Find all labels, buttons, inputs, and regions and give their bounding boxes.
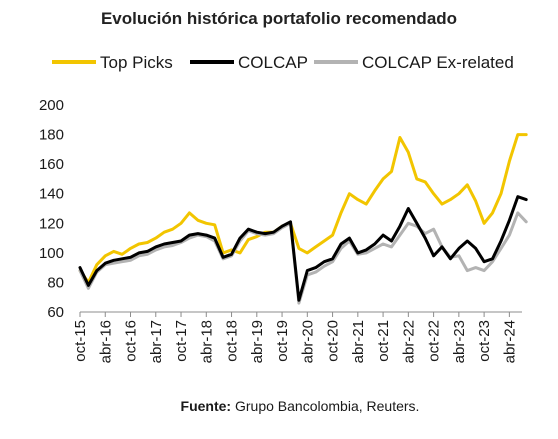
x-tick-label: abr-21 [350, 320, 367, 363]
y-tick-label: 160 [39, 156, 64, 173]
x-tick-label: abr-22 [400, 320, 417, 363]
x-tick-label: abr-17 [148, 320, 165, 363]
source-label: Fuente: [181, 398, 232, 414]
x-tick-label: oct-22 [426, 320, 443, 362]
legend-label: Top Picks [100, 53, 173, 72]
legend-label: COLCAP Ex-related [362, 53, 514, 72]
x-tick-label: abr-16 [97, 320, 114, 363]
legend-label: COLCAP [238, 53, 308, 72]
x-tick-label: abr-19 [249, 320, 266, 363]
x-tick-label: oct-15 [72, 320, 89, 362]
series-line-top-picks [78, 133, 528, 284]
x-tick-label: oct-21 [375, 320, 392, 362]
chart-title: Evolución histórica portafolio recomenda… [101, 9, 457, 28]
y-axis: 60 80 100 120 140 160 180 200 [39, 97, 64, 321]
source-note: Fuente: Grupo Bancolombia, Reuters. [181, 398, 420, 414]
x-axis: oct-15 abr-16 oct-16 abr-17 oct-17 abr-18 oct-… [72, 312, 518, 363]
x-tick-label: oct-17 [173, 320, 190, 362]
y-tick-label: 180 [39, 127, 64, 144]
y-tick-label: 140 [39, 186, 64, 203]
x-tick-label: oct-23 [476, 320, 493, 362]
series-lines [78, 133, 528, 305]
x-tick-label: abr-23 [451, 320, 468, 363]
y-tick-label: 80 [47, 274, 64, 291]
x-tick-label: oct-18 [224, 320, 241, 362]
x-tick-label: oct-16 [123, 320, 140, 362]
legend: Top Picks COLCAP COLCAP Ex-related [52, 53, 514, 72]
x-tick-label: oct-20 [325, 320, 342, 362]
y-tick-label: 100 [39, 245, 64, 262]
x-tick-label: abr-24 [501, 320, 518, 363]
x-tick-label: abr-18 [198, 320, 215, 363]
series-line-colcap [78, 195, 528, 302]
x-tick-label: oct-19 [274, 320, 291, 362]
y-tick-label: 60 [47, 304, 64, 321]
x-tick-label: abr-20 [299, 320, 316, 363]
y-tick-label: 200 [39, 97, 64, 114]
source-text: Grupo Bancolombia, Reuters. [231, 398, 419, 414]
y-tick-label: 120 [39, 215, 64, 232]
